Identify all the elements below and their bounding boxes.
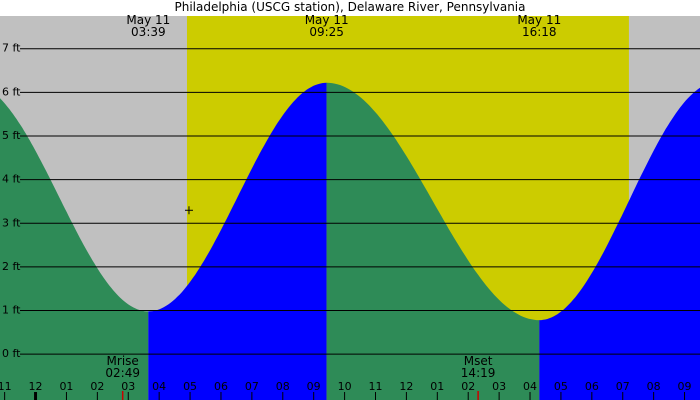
chart-title: Philadelphia (USCG station), Delaware Ri… (174, 0, 525, 14)
rising-tide-area (148, 82, 327, 400)
moon-event-name: Mrise (107, 354, 139, 368)
x-tick-label: 02 (461, 380, 475, 393)
top-marker-time: 16:18 (522, 25, 557, 39)
x-tick-label: 12 (399, 380, 413, 393)
y-tick-label: 5 ft (2, 129, 21, 142)
x-tick-label: 10 (338, 380, 352, 393)
x-tick-label: 01 (430, 380, 444, 393)
x-tick-label: 05 (554, 380, 568, 393)
falling-tide-area (326, 82, 540, 400)
rising-tide-area (539, 87, 700, 400)
y-tick-label: 3 ft (2, 216, 21, 229)
x-tick-label: 03 (121, 380, 135, 393)
y-tick-label: 7 ft (2, 42, 21, 55)
x-tick-label: 08 (647, 380, 661, 393)
moon-event-time: 14:19 (461, 366, 496, 380)
y-tick-label: 1 ft (2, 304, 21, 317)
grid-layer (4, 48, 700, 400)
top-marker-time: 03:39 (131, 25, 166, 39)
x-tick-label: 09 (307, 380, 321, 393)
y-tick-label: 4 ft (2, 173, 21, 186)
top-marker-time: 09:25 (309, 25, 344, 39)
x-tick-label: 11 (368, 380, 382, 393)
top-marker-date: May 11 (305, 13, 349, 27)
top-marker-date: May 11 (517, 13, 561, 27)
tide-area-layer (0, 82, 700, 400)
moon-event-name: Mset (464, 354, 493, 368)
x-tick-label: 06 (214, 380, 228, 393)
x-tick-label: 04 (523, 380, 537, 393)
falling-tide-area (0, 98, 149, 400)
x-tick-label: 09 (678, 380, 692, 393)
x-tick-label: 05 (183, 380, 197, 393)
x-tick-label: 08 (276, 380, 290, 393)
x-tick-label: 11 (0, 380, 12, 393)
x-tick-label: 07 (616, 380, 630, 393)
x-tick-label: 12 (29, 380, 43, 393)
moon-event-time: 02:49 (105, 366, 140, 380)
top-marker-date: May 11 (126, 13, 170, 27)
y-tick-label: 6 ft (2, 85, 21, 98)
x-tick-label: 07 (245, 380, 259, 393)
x-tick-label: 02 (90, 380, 104, 393)
x-tick-label: 01 (59, 380, 73, 393)
x-tick-label: 03 (492, 380, 506, 393)
x-tick-label: 04 (152, 380, 166, 393)
y-tick-label: 2 ft (2, 260, 21, 273)
y-tick-label: 0 ft (2, 347, 21, 360)
x-tick-label: 06 (585, 380, 599, 393)
